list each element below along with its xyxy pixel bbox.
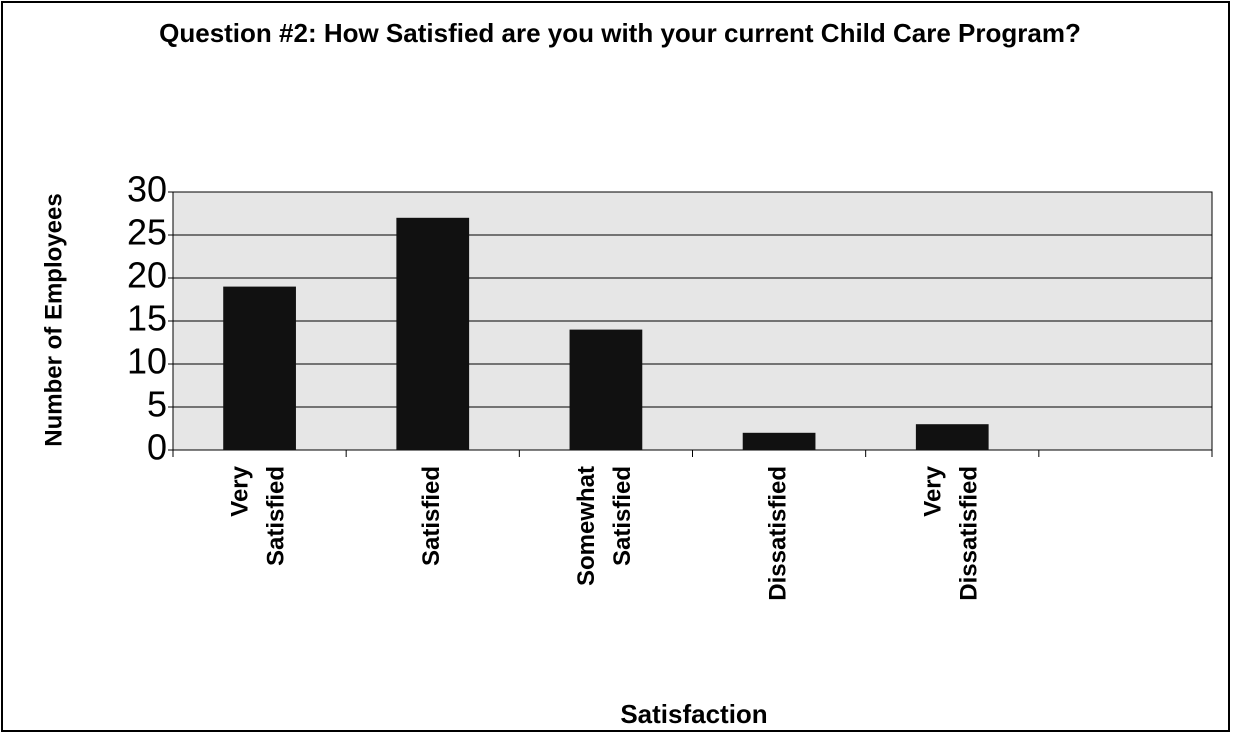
x-axis-label: Satisfaction xyxy=(620,699,767,729)
y-tick-label: 15 xyxy=(127,298,167,339)
y-tick-label: 0 xyxy=(147,427,167,468)
bar xyxy=(742,432,816,450)
y-tick-label: 10 xyxy=(127,341,167,382)
y-tick-label: 25 xyxy=(127,212,167,253)
x-tick-label: Dissatisfied xyxy=(764,466,791,601)
x-tick-label: Satisfied xyxy=(418,466,445,566)
y-tick-label: 5 xyxy=(147,384,167,425)
x-tick-label: Somewhat Satisfied xyxy=(573,466,636,586)
x-tick-label: Very Satisfied xyxy=(227,465,290,566)
y-tick-label: 30 xyxy=(127,169,167,210)
y-axis-label: Number of Employees xyxy=(40,193,67,446)
bar xyxy=(915,424,989,450)
y-tick-label: 20 xyxy=(127,255,167,296)
x-tick-label: Very Dissatisfied xyxy=(920,465,983,600)
bar xyxy=(396,217,470,450)
chart-title: Question #2: How Satisfied are you with … xyxy=(159,18,1081,48)
bar xyxy=(223,286,296,450)
bar xyxy=(569,329,643,450)
